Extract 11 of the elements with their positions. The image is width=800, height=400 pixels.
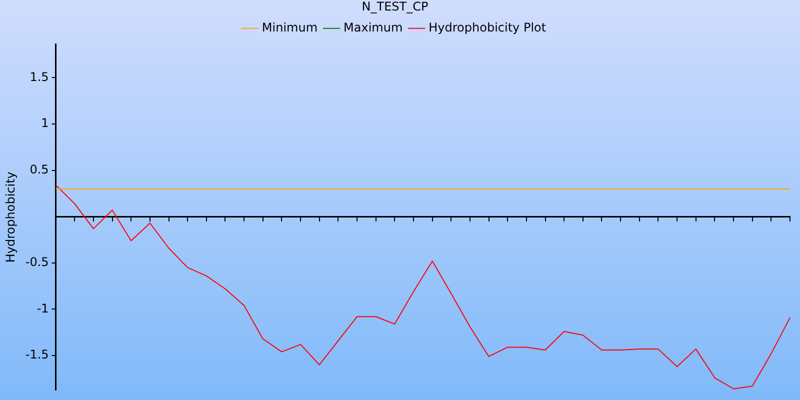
- y-axis-title: Hydrophobicity: [3, 172, 18, 263]
- y-tick-label: -1: [36, 301, 49, 316]
- y-tick-label: -0.5: [25, 255, 49, 270]
- y-tick-label: 1.5: [30, 70, 49, 84]
- legend-label: Hydrophobicity Plot: [428, 20, 546, 35]
- chart-title: N_TEST_CP: [362, 0, 428, 14]
- y-tick-label: 1: [41, 116, 49, 130]
- legend-label: Minimum: [262, 20, 318, 35]
- y-tick-label: -1.5: [25, 348, 49, 362]
- legend-label: Maximum: [344, 20, 403, 35]
- y-tick-label: 0.5: [30, 162, 49, 176]
